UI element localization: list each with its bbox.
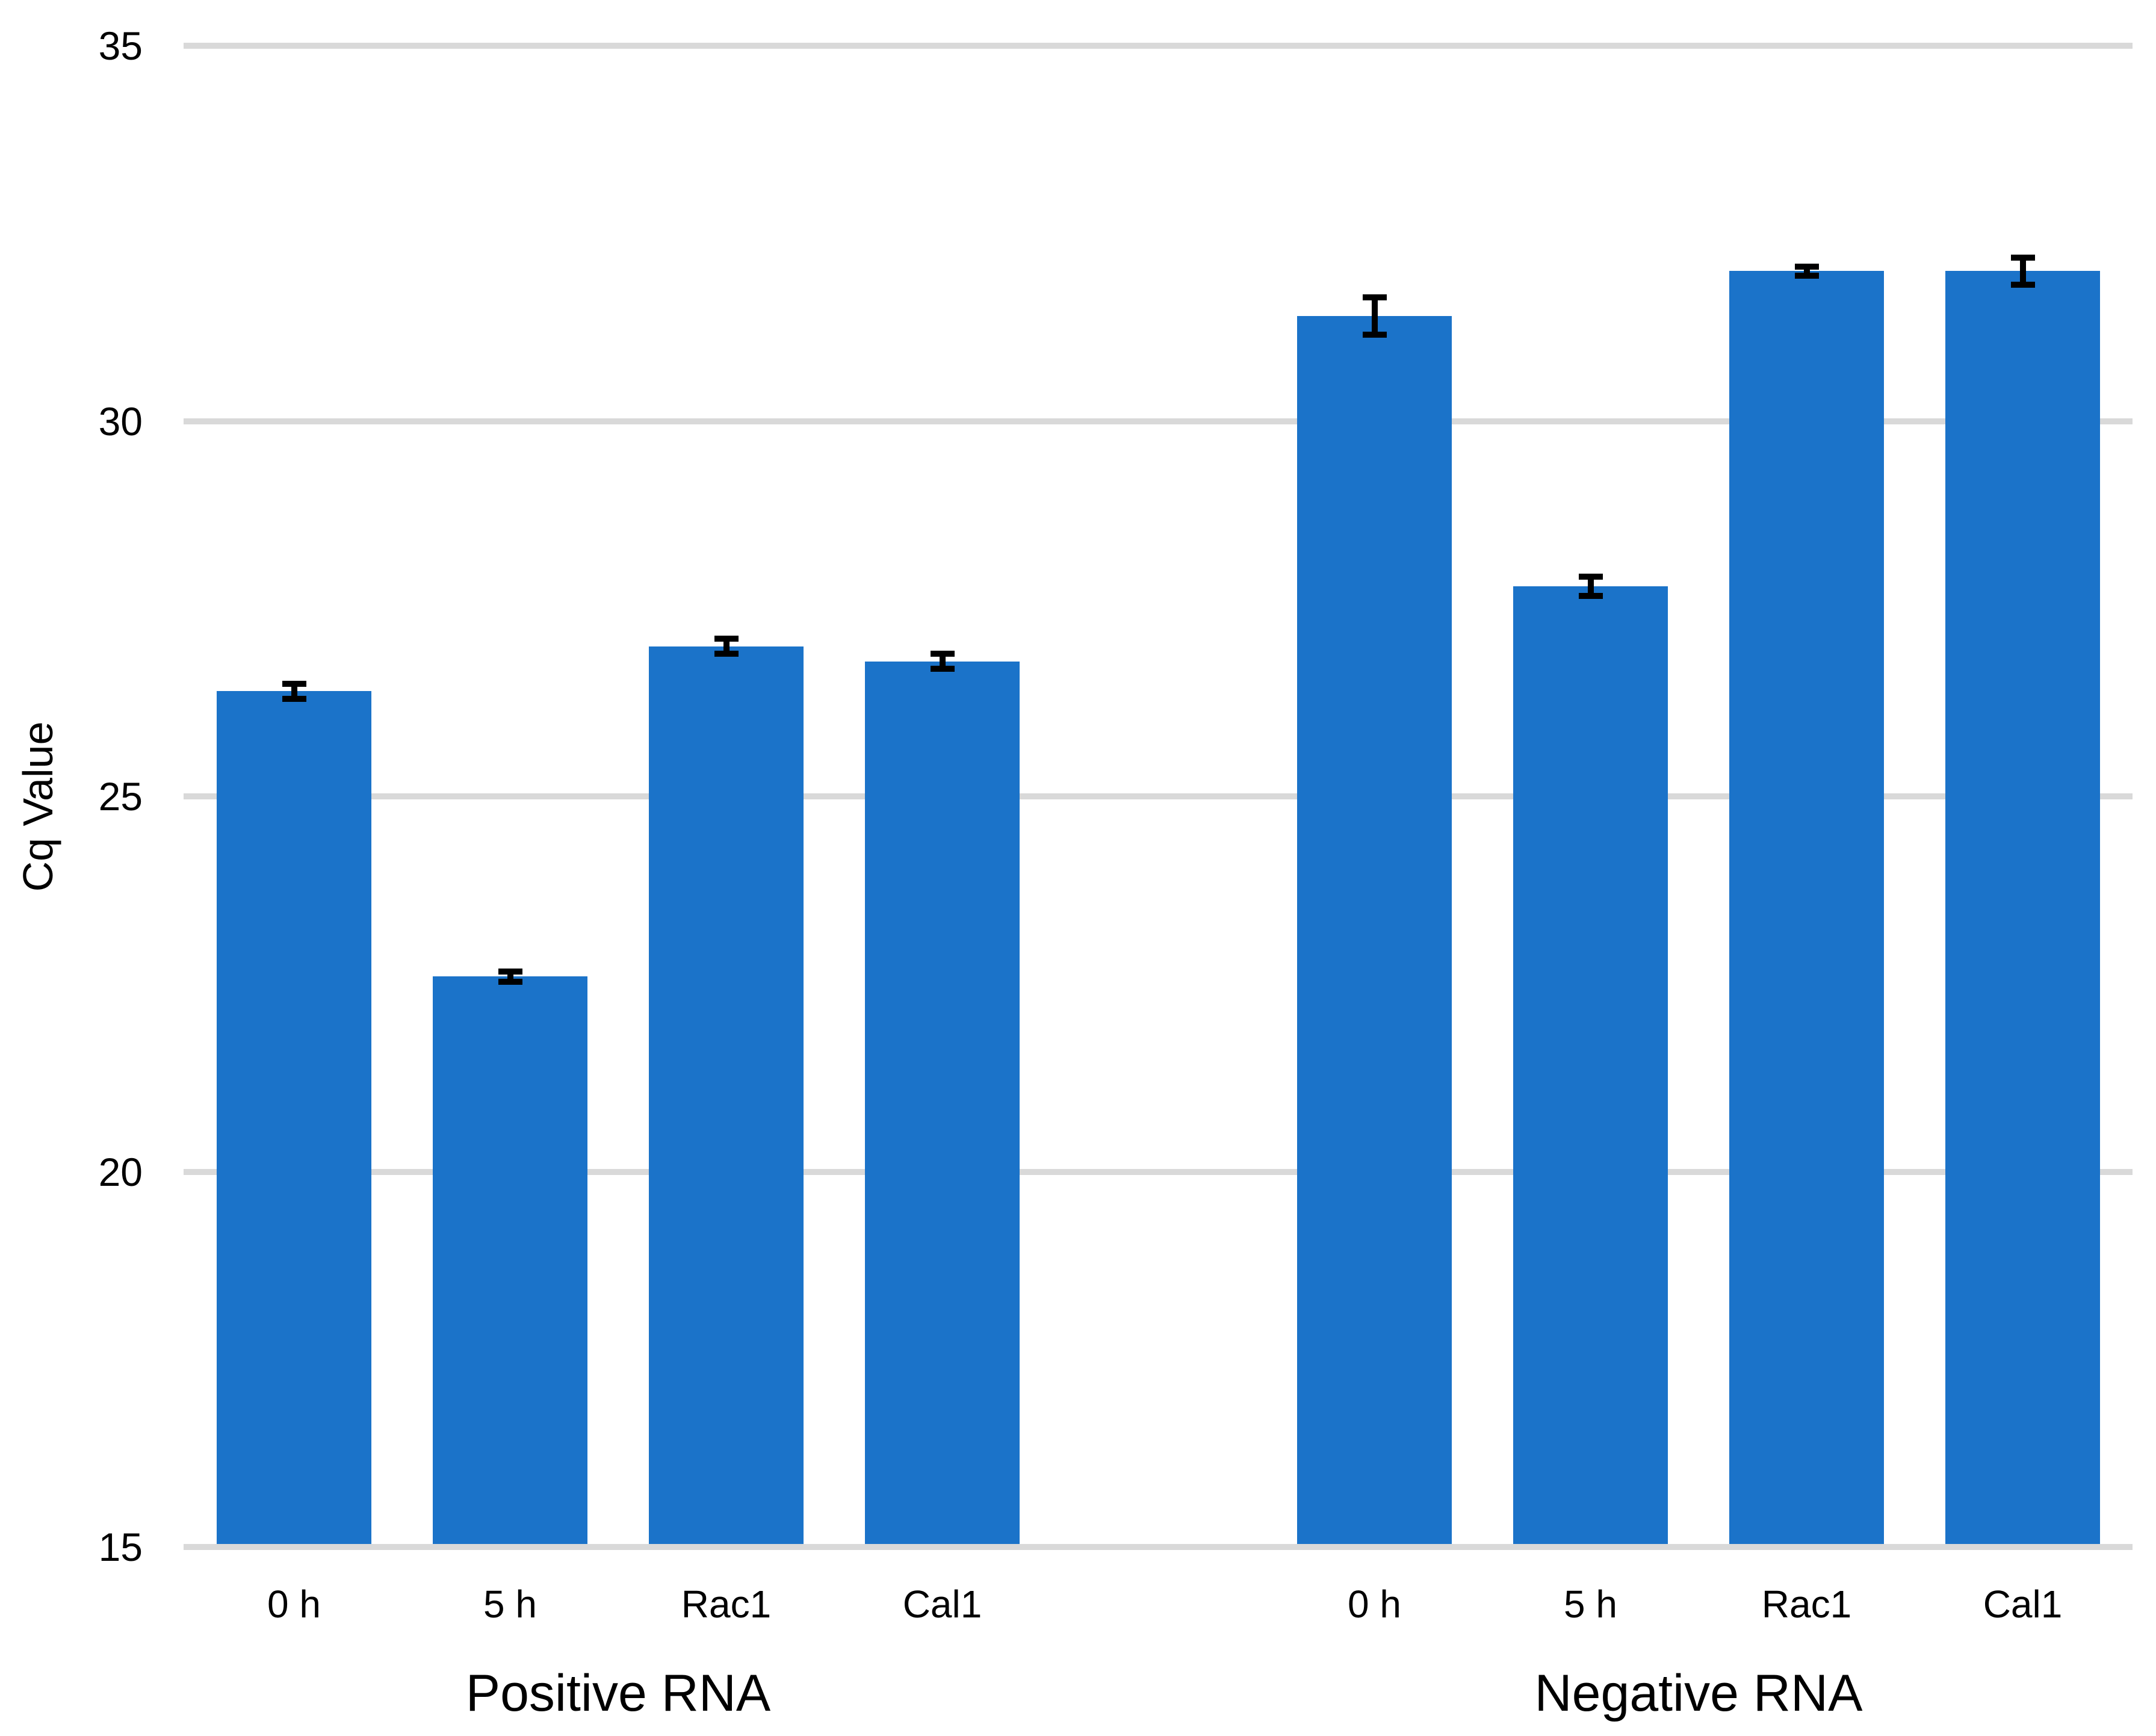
error-bar-cap-top (930, 651, 955, 657)
error-bar-whisker (939, 654, 946, 669)
bar (1729, 271, 1884, 1544)
error-bar-whisker (1587, 576, 1594, 597)
category-label: Rac1 (681, 1583, 772, 1626)
error-bar-cap-bottom (1794, 272, 1819, 279)
gridline (184, 1544, 2133, 1550)
error-bar-whisker (723, 639, 730, 654)
bar (217, 691, 371, 1544)
category-label: Cal1 (1983, 1583, 2063, 1626)
error-bar-whisker (1371, 297, 1378, 335)
category-label: 0 h (267, 1583, 321, 1626)
category-label: Cal1 (902, 1583, 982, 1626)
group-label: Negative RNA (1534, 1664, 1863, 1722)
error-bar-whisker (291, 683, 297, 699)
error-bar-cap-bottom (498, 979, 522, 985)
y-tick-label: 25 (98, 774, 143, 819)
category-label: 5 h (483, 1583, 537, 1626)
category-label: Rac1 (1761, 1583, 1852, 1626)
error-bar-cap-top (1362, 294, 1387, 300)
bar (865, 661, 1020, 1544)
bar (433, 976, 587, 1544)
y-tick-label: 15 (98, 1525, 143, 1569)
bar (1297, 315, 1452, 1544)
bar (1513, 586, 1668, 1544)
error-bar-whisker (2019, 257, 2026, 285)
y-tick-label: 20 (98, 1149, 143, 1194)
error-bar-cap-bottom (1578, 593, 1603, 600)
error-bar-cap-top (2010, 254, 2035, 261)
category-label: 0 h (1348, 1583, 1401, 1626)
error-bar-cap-top (282, 680, 306, 687)
bar (1945, 271, 2100, 1544)
error-bar-cap-bottom (930, 666, 955, 672)
error-bar-cap-bottom (1362, 332, 1387, 338)
gridline (184, 793, 2133, 799)
gridline (184, 1168, 2133, 1175)
y-tick-label: 35 (98, 23, 143, 68)
error-bar-cap-top (498, 968, 522, 975)
error-bar-cap-top (714, 636, 739, 642)
error-bar-cap-bottom (2010, 281, 2035, 288)
y-tick-label: 30 (98, 398, 143, 444)
bar (649, 646, 804, 1544)
gridline (184, 418, 2133, 424)
category-label: 5 h (1564, 1583, 1617, 1626)
error-bar-cap-bottom (282, 695, 306, 702)
error-bar-whisker (1803, 266, 1810, 276)
error-bar-whisker (507, 971, 513, 982)
group-label: Positive RNA (465, 1664, 771, 1722)
error-bar-cap-bottom (714, 651, 739, 657)
error-bar-cap-top (1578, 573, 1603, 580)
gridline (184, 43, 2133, 49)
error-bar-cap-top (1794, 263, 1819, 270)
